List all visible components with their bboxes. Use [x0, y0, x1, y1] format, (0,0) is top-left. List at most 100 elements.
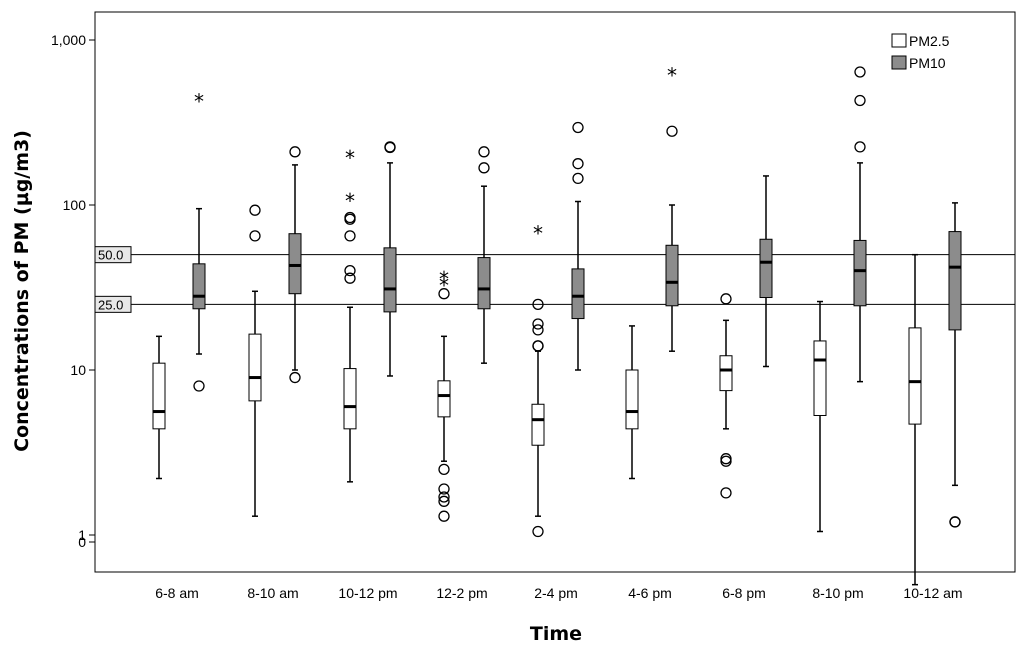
legend-swatch-pm25	[891, 33, 907, 48]
box-pm25	[625, 325, 639, 480]
box-pm25	[719, 293, 733, 499]
x-tick-label: 6-8 pm	[722, 585, 766, 601]
box-iqr	[625, 369, 639, 430]
outlier-point	[572, 121, 584, 134]
box-iqr	[908, 327, 922, 425]
x-axis: 6-8 am 8-10 am 10-12 pm 12-2 pm 2-4 pm 4-6 pm…	[155, 585, 962, 601]
box-iqr	[192, 263, 206, 310]
x-axis-title: Time	[530, 623, 582, 645]
extreme-point: *	[439, 273, 449, 297]
x-tick-label: 8-10 pm	[812, 585, 863, 601]
outlier-point	[249, 230, 261, 242]
box-pm25	[248, 204, 262, 517]
y-tick-label: 1,000	[51, 32, 86, 48]
outlier-point	[344, 230, 356, 242]
box-iqr	[665, 244, 679, 307]
legend-swatch-pm10	[891, 55, 907, 70]
outlier-point	[344, 272, 356, 284]
outlier-point	[193, 380, 205, 392]
outlier-point	[344, 213, 356, 225]
box-iqr	[719, 355, 733, 392]
y-tick-label: 100	[63, 197, 87, 213]
outlier-point	[438, 510, 450, 522]
outlier-point	[532, 525, 544, 538]
box-iqr	[477, 257, 491, 310]
extreme-point: *	[533, 222, 543, 246]
outlier-point	[438, 288, 450, 300]
box-pm10	[288, 146, 302, 384]
outlier-point	[478, 162, 490, 174]
extreme-point: *	[345, 189, 355, 213]
outlier-point	[854, 66, 866, 78]
outlier-point	[720, 455, 732, 467]
outlier-point	[949, 516, 961, 528]
box-iqr	[759, 238, 773, 299]
box-pm25: **	[343, 146, 357, 483]
y-axis-title: Concentrations of PM (µg/m3)	[11, 130, 33, 452]
y-tick-label: 10	[70, 362, 86, 378]
reference-label: 25.0	[98, 297, 123, 312]
box-pm10	[571, 121, 585, 371]
box-iqr	[288, 233, 302, 295]
y-axis: 1,000 100 10 10	[51, 32, 95, 550]
box-pm10: *	[665, 63, 679, 352]
box-pm10	[383, 141, 397, 377]
box-iqr	[248, 333, 262, 402]
outlier-point	[289, 146, 301, 158]
plot-frame	[94, 11, 1016, 573]
box-iqr	[531, 403, 545, 446]
outlier-point	[854, 141, 866, 153]
box-pm25	[908, 253, 922, 586]
outlier-point	[438, 483, 450, 495]
outlier-point	[532, 324, 544, 336]
box-iqr	[571, 268, 585, 320]
extreme-point: *	[667, 63, 677, 87]
legend-label-pm25: PM2.5	[909, 33, 950, 49]
outlier-point	[666, 125, 678, 137]
box-iqr	[383, 247, 397, 313]
outlier-point	[720, 293, 732, 305]
extreme-point: *	[194, 89, 204, 113]
legend-label-pm10: PM10	[909, 55, 946, 71]
outlier-point	[344, 265, 356, 277]
box-pm10	[948, 202, 962, 528]
x-tick-label: 10-12 am	[903, 585, 962, 601]
reference-label-box	[94, 246, 132, 264]
outlier-point	[478, 146, 490, 158]
reference-label-box	[94, 295, 132, 313]
outlier-point	[854, 94, 866, 107]
y-tick-label: 1	[78, 527, 86, 543]
outlier-point	[289, 371, 301, 384]
outlier-point	[720, 487, 732, 499]
extreme-point: *	[345, 146, 355, 170]
reference-label: 50.0	[98, 248, 123, 263]
box-iqr	[853, 239, 867, 307]
box-pm10	[759, 175, 773, 368]
outlier-point	[438, 463, 450, 475]
box-pm25	[152, 335, 166, 480]
x-tick-label: 6-8 am	[155, 585, 199, 601]
outlier-point	[438, 491, 450, 503]
box-series: *******	[152, 63, 962, 586]
outlier-point	[438, 495, 450, 507]
box-iqr	[948, 231, 962, 331]
box-pm10: *	[192, 89, 206, 392]
y-tick-label: 0	[78, 534, 86, 550]
box-pm25: *	[531, 222, 545, 538]
box-pm10	[477, 146, 491, 364]
outlier-point	[532, 298, 544, 310]
extreme-point: *	[439, 267, 449, 291]
x-tick-label: 8-10 am	[247, 585, 298, 601]
box-pm25: **	[437, 267, 451, 522]
outlier-point	[532, 340, 544, 352]
outlier-point	[384, 141, 396, 154]
x-tick-label: 2-4 pm	[534, 585, 578, 601]
box-pm10	[853, 66, 867, 383]
box-iqr	[152, 362, 166, 430]
outlier-point	[572, 158, 584, 170]
box-pm25	[813, 300, 827, 533]
outlier-point	[532, 318, 544, 330]
box-iqr	[437, 380, 451, 418]
x-tick-label: 12-2 pm	[436, 585, 487, 601]
